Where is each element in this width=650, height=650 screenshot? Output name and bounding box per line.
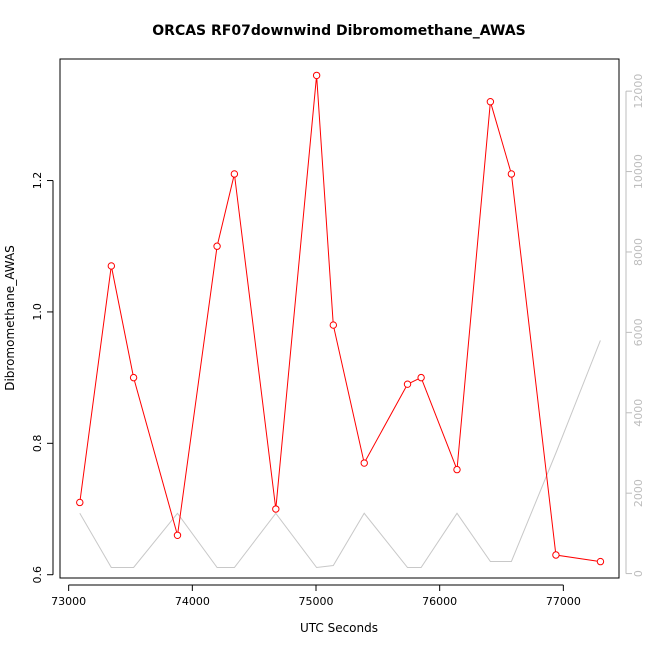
y-axis-right: 0 2000 4000 6000 8000 10000 12000 bbox=[625, 74, 645, 577]
x-tick-label: 74000 bbox=[175, 595, 210, 608]
x-axis: 73000 74000 75000 76000 77000 bbox=[51, 584, 581, 608]
data-point bbox=[76, 498, 84, 507]
y-tick-label: 0.8 bbox=[31, 435, 44, 453]
x-tick-label: 75000 bbox=[299, 595, 334, 608]
series-altitude bbox=[79, 340, 601, 569]
data-point bbox=[230, 170, 239, 178]
y-axis-left: 0.6 0.8 1.0 1.2 bbox=[31, 172, 54, 584]
data-point bbox=[552, 551, 560, 559]
data-point bbox=[129, 373, 138, 382]
altitude-line bbox=[79, 340, 601, 569]
y2-tick-label: 2000 bbox=[632, 479, 645, 507]
data-point bbox=[507, 170, 516, 178]
data-point bbox=[403, 380, 412, 388]
x-tick-label: 73000 bbox=[51, 595, 86, 608]
y2-tick-label: 8000 bbox=[632, 238, 645, 266]
data-point bbox=[486, 98, 495, 106]
data-point bbox=[360, 459, 368, 467]
y-tick-label: 1.0 bbox=[31, 303, 44, 321]
y2-tick-label: 4000 bbox=[632, 399, 645, 427]
dibromomethane-line bbox=[79, 75, 601, 563]
x-tick-label: 76000 bbox=[422, 595, 457, 608]
series-dibromomethane bbox=[76, 71, 605, 566]
data-point bbox=[312, 71, 321, 80]
data-point bbox=[329, 321, 338, 329]
data-point bbox=[213, 242, 221, 250]
data-point bbox=[417, 373, 425, 382]
y2-tick-label: 10000 bbox=[632, 154, 645, 189]
data-point bbox=[107, 262, 116, 270]
x-tick-label: 77000 bbox=[546, 595, 581, 608]
y2-tick-label: 12000 bbox=[632, 74, 645, 109]
y-axis-label: Dibromomethane_AWAS bbox=[3, 245, 17, 391]
y-tick-label: 0.6 bbox=[31, 566, 44, 584]
data-point bbox=[596, 557, 605, 566]
y-tick-label: 1.2 bbox=[31, 172, 44, 190]
y2-tick-label: 0 bbox=[632, 570, 645, 577]
chart-title: ORCAS RF07downwind Dibromomethane_AWAS bbox=[152, 23, 525, 39]
data-point bbox=[173, 531, 182, 539]
data-point bbox=[453, 465, 461, 474]
y2-tick-label: 6000 bbox=[632, 318, 645, 346]
x-axis-label: UTC Seconds bbox=[300, 621, 378, 635]
plot-frame bbox=[59, 58, 620, 579]
data-point bbox=[272, 505, 280, 513]
